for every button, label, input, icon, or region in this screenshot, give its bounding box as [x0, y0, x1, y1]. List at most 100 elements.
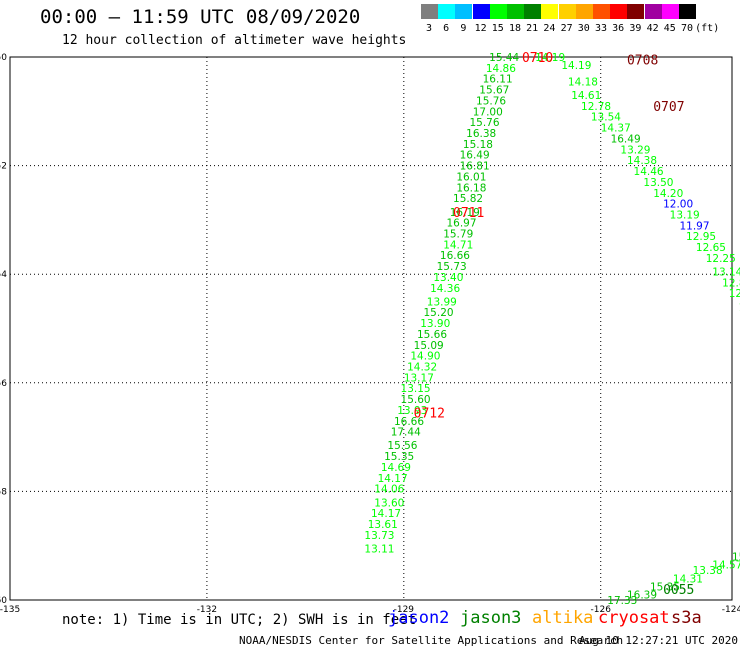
satellite-altika: altika [532, 608, 594, 628]
swh-value: 14.86 [486, 63, 516, 75]
legend-unit: (ft) [695, 23, 720, 34]
swh-value: 13.73 [364, 530, 394, 542]
legend-label: 33 [594, 23, 608, 34]
lat-tick-label: -52 [0, 162, 7, 172]
swh-value: 15.44 [489, 52, 519, 64]
swh-value: 12.86 [722, 277, 740, 289]
legend-swatch [610, 4, 628, 19]
swh-value: 14.20 [653, 188, 683, 200]
lat-tick-label: -58 [0, 487, 7, 497]
lon-tick-label: -124 [722, 605, 740, 615]
lat-tick-label: -54 [0, 270, 7, 280]
lon-tick-label: -132 [197, 605, 217, 615]
swh-value: 13.14 [712, 266, 740, 278]
legend-swatch [438, 4, 456, 19]
swh-value: 13.54 [591, 112, 621, 124]
legend-swatch [455, 4, 473, 19]
footer-credit: NOAA/NESDIS Center for Satellite Applica… [239, 634, 624, 647]
legend-label: 9 [460, 23, 467, 34]
legend-label: 36 [612, 23, 625, 34]
swh-value: 13.50 [643, 177, 673, 189]
swh-value: 17.44 [391, 427, 421, 439]
legend-swatch [575, 4, 593, 19]
legend-swatch [524, 4, 542, 19]
legend-label: 42 [646, 23, 659, 34]
swh-value: 13.15 [401, 383, 431, 395]
legend-label: 21 [526, 23, 539, 34]
swh-value: 15.20 [424, 307, 454, 319]
swh-value: 16.19 [450, 207, 480, 219]
swh-value: 15.94 [732, 552, 740, 564]
swh-value: 13.60 [374, 497, 404, 509]
legend-swatch [558, 4, 576, 19]
swh-value: 14.71 [443, 239, 473, 251]
swh-value: 14.17 [378, 473, 408, 485]
swh-value: 15.60 [401, 394, 431, 406]
legend-swatch [472, 4, 490, 19]
swh-value: 13.38 [693, 565, 723, 577]
lon-tick-label: -126 [591, 605, 612, 615]
swh-value: 13.29 [620, 144, 650, 156]
swh-value: 16.38 [466, 128, 496, 140]
swh-value: 12.95 [686, 231, 716, 243]
map-title: 00:00 – 11:59 UTC 08/09/2020 [40, 6, 361, 28]
swh-value: 14.06 [374, 484, 404, 496]
lon-tick-label: -135 [0, 605, 20, 615]
swh-value: 14.36 [430, 283, 460, 295]
legend-swatch [661, 4, 679, 19]
legend-label: 30 [577, 23, 590, 34]
lat-tick-label: -50 [0, 53, 7, 63]
swh-value: 13.19 [670, 209, 700, 221]
swh-value: 17.00 [473, 106, 503, 118]
swh-value: 15.76 [476, 95, 506, 107]
swh-value: 13.40 [433, 272, 463, 284]
time-label: 0708 [627, 54, 658, 69]
lat-tick-label: -60 [0, 596, 7, 606]
swh-value: 16.18 [456, 182, 486, 194]
legend-label: 3 [425, 23, 433, 34]
swh-value: 15.56 [387, 440, 417, 452]
swh-value: 14.46 [634, 166, 664, 178]
swh-value: 12.25 [706, 253, 736, 265]
legend-swatch [627, 4, 645, 19]
lon-tick-label: -129 [394, 605, 415, 615]
swh-value: 12.78 [581, 101, 611, 113]
swh-value: 12.66 [729, 288, 740, 300]
legend-label: 45 [663, 23, 676, 34]
swh-value: 15.82 [453, 193, 483, 205]
legend-swatch [679, 4, 696, 19]
legend-swatch [489, 4, 507, 19]
swh-value: 13.11 [364, 543, 394, 555]
legend-label: 18 [508, 23, 522, 34]
satellite-jason2: jason2 [388, 608, 450, 628]
legend-swatch [421, 4, 438, 19]
legend-label: 70 [680, 23, 694, 34]
swh-value: 14.61 [571, 90, 601, 102]
time-label: 0711 [453, 206, 484, 221]
lat-tick-label: -56 [0, 379, 7, 389]
satellite-jason3: jason3 [460, 608, 522, 628]
swh-value: 16.39 [627, 590, 657, 602]
swh-value: 14.19 [561, 60, 591, 72]
swh-value: 16.81 [460, 161, 490, 173]
legend-swatch [593, 4, 610, 19]
swh-value: 14.57 [712, 560, 740, 572]
swh-value: 15.35 [650, 581, 680, 593]
swh-value: 12.33 [739, 302, 740, 314]
swh-value: 14.90 [410, 351, 440, 363]
legend-label: 12 [474, 23, 487, 34]
time-label: 0712 [414, 407, 445, 422]
time-label: 0707 [653, 100, 684, 115]
legend-label: 15 [491, 23, 504, 34]
swh-value: 12.00 [663, 199, 693, 211]
map-frame [9, 56, 733, 601]
map-subtitle: 12 hour collection of altimeter wave hei… [62, 33, 407, 48]
swh-value: 13.93 [397, 405, 427, 417]
swh-value: 14.19 [535, 52, 565, 64]
legend-label: 24 [543, 23, 556, 34]
swh-value: 15.09 [414, 340, 444, 352]
legend-swatch [541, 4, 559, 19]
swh-value: 15.73 [437, 261, 467, 273]
swh-value: 14.37 [601, 123, 631, 135]
